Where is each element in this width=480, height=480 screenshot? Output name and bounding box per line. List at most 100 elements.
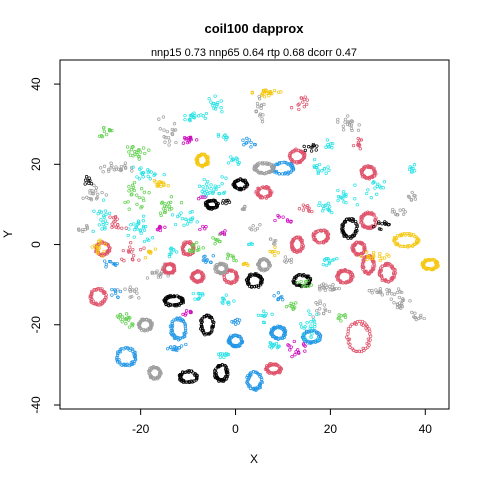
data-point xyxy=(260,279,264,284)
data-point xyxy=(131,165,135,169)
data-point xyxy=(108,128,112,133)
data-point xyxy=(182,223,186,227)
data-point xyxy=(398,208,402,212)
data-point xyxy=(94,288,98,292)
data-point xyxy=(125,145,130,149)
data-point xyxy=(169,262,173,266)
data-point xyxy=(393,212,398,216)
data-point xyxy=(365,257,369,262)
data-point xyxy=(232,279,236,283)
data-point xyxy=(315,163,319,168)
data-point xyxy=(149,170,153,174)
data-point xyxy=(218,355,223,359)
data-point xyxy=(268,249,272,254)
data-point xyxy=(324,308,328,313)
data-point xyxy=(91,299,95,303)
data-point xyxy=(260,196,264,200)
data-point xyxy=(304,280,308,284)
data-point xyxy=(296,348,300,352)
data-point xyxy=(395,234,400,238)
data-point xyxy=(316,170,321,174)
data-point xyxy=(289,220,293,224)
data-point xyxy=(198,294,202,298)
data-point xyxy=(357,123,361,127)
data-point xyxy=(303,148,308,153)
data-point xyxy=(241,179,245,183)
data-point xyxy=(321,262,325,267)
data-point xyxy=(274,171,278,175)
data-point xyxy=(145,328,149,333)
data-point xyxy=(136,148,140,153)
data-point xyxy=(135,291,139,295)
data-point xyxy=(305,321,309,325)
data-point xyxy=(326,232,331,236)
data-point xyxy=(377,254,382,259)
data-point xyxy=(284,305,289,309)
data-point xyxy=(302,156,307,160)
data-point xyxy=(401,212,406,216)
data-point xyxy=(341,128,346,132)
data-point xyxy=(281,298,285,302)
data-point xyxy=(143,151,147,156)
data-point xyxy=(233,322,238,326)
data-point xyxy=(172,122,177,126)
data-point xyxy=(187,369,191,373)
data-point xyxy=(272,88,277,93)
data-point xyxy=(164,205,169,209)
data-point xyxy=(419,313,423,318)
data-point xyxy=(357,144,361,148)
data-point xyxy=(387,254,391,258)
data-point xyxy=(299,248,303,253)
data-point xyxy=(316,337,320,341)
data-point xyxy=(141,175,145,179)
data-point xyxy=(372,225,376,229)
data-point xyxy=(102,129,107,134)
data-point xyxy=(224,267,228,271)
data-point xyxy=(410,170,414,174)
data-point xyxy=(196,291,201,296)
data-point xyxy=(163,209,167,213)
data-point xyxy=(222,190,227,194)
data-point xyxy=(128,289,132,294)
data-point xyxy=(261,309,266,313)
data-point xyxy=(422,264,426,268)
data-point xyxy=(138,150,143,154)
data-point xyxy=(162,128,166,132)
data-point xyxy=(220,300,224,304)
data-point xyxy=(272,242,276,246)
data-point xyxy=(163,204,167,208)
data-point xyxy=(199,323,203,327)
data-point xyxy=(311,234,315,239)
data-point xyxy=(294,301,298,305)
data-point xyxy=(159,180,164,185)
data-point xyxy=(217,239,222,244)
data-point xyxy=(123,200,127,205)
data-point xyxy=(353,183,357,187)
data-point xyxy=(350,234,354,238)
data-point xyxy=(236,321,241,325)
data-point xyxy=(197,184,202,188)
data-point xyxy=(192,116,196,120)
data-point xyxy=(265,364,269,368)
data-point xyxy=(102,249,106,254)
data-point xyxy=(348,345,352,349)
data-point xyxy=(211,191,215,195)
data-point xyxy=(279,90,283,94)
data-point xyxy=(312,319,316,324)
data-point xyxy=(343,117,348,122)
data-point xyxy=(170,132,175,137)
data-point xyxy=(330,210,334,215)
data-point xyxy=(160,200,165,204)
y-tick-label: 40 xyxy=(29,77,43,91)
data-point xyxy=(100,227,104,231)
data-point xyxy=(418,315,423,320)
data-point xyxy=(107,169,111,173)
data-point xyxy=(222,355,226,359)
data-point xyxy=(179,344,184,348)
data-point xyxy=(203,191,207,195)
data-point xyxy=(163,202,167,206)
data-point xyxy=(141,214,146,218)
data-point xyxy=(370,256,374,261)
data-point xyxy=(316,168,320,172)
x-tick-label: 40 xyxy=(419,422,433,436)
